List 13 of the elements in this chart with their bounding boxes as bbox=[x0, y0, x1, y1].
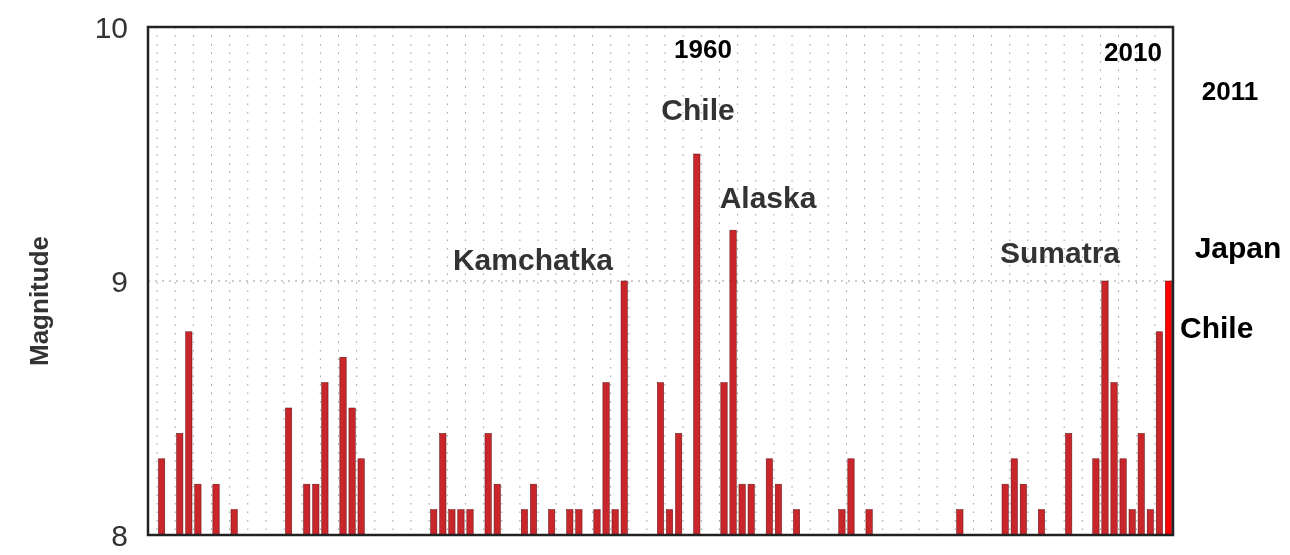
text: Japan bbox=[1194, 231, 1282, 264]
text: Chile bbox=[1180, 311, 1254, 344]
y-tick-label: 8 bbox=[111, 518, 128, 552]
annotation: 1960 bbox=[674, 34, 732, 64]
annotation: Chile bbox=[661, 93, 735, 126]
text: 2011 bbox=[1201, 76, 1259, 106]
annotation: 2010 bbox=[1104, 37, 1162, 67]
annotation: Alaska bbox=[719, 181, 817, 214]
y-axis-title: Magnitude bbox=[24, 236, 54, 366]
y-tick-label: 9 bbox=[111, 264, 128, 298]
annotation: Kamchatka bbox=[452, 243, 614, 276]
annotation: Sumatra bbox=[999, 236, 1121, 269]
y-tick-label: 10 bbox=[94, 10, 128, 44]
